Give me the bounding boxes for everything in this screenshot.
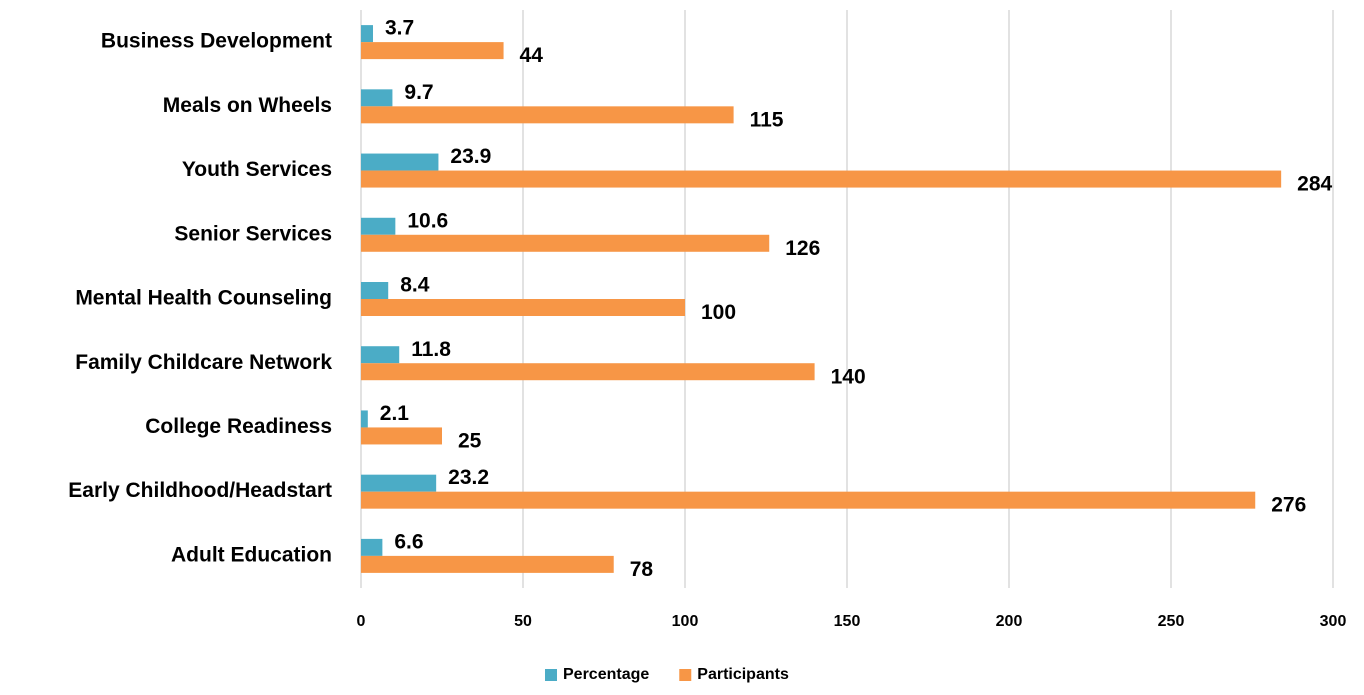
y-tick-label: Youth Services: [182, 158, 332, 181]
bar: [361, 170, 1282, 188]
bar: [361, 282, 389, 299]
data-label: 10.6: [407, 209, 448, 232]
x-tick-label: 250: [1158, 613, 1185, 630]
legend-swatch: [545, 669, 557, 681]
bar: [361, 538, 383, 556]
bar: [361, 25, 373, 43]
x-tick-label: 0: [357, 613, 366, 630]
data-label: 126: [785, 237, 820, 260]
bar: [361, 299, 685, 316]
data-label: 44: [520, 44, 544, 67]
data-label: 2.1: [380, 402, 410, 425]
x-tick-label: 150: [834, 613, 861, 630]
x-tick-label: 300: [1320, 613, 1347, 630]
data-label: 276: [1271, 494, 1306, 517]
x-tick-label: 50: [514, 613, 532, 630]
data-label: 284: [1297, 173, 1332, 196]
bar: [361, 89, 393, 107]
y-tick-label: Early Childhood/Headstart: [68, 479, 332, 502]
y-tick-label: Meals on Wheels: [163, 94, 332, 117]
bar: [361, 217, 396, 235]
bar: [361, 363, 815, 381]
bar: [361, 491, 1256, 509]
bar: [361, 346, 400, 364]
bar: [361, 153, 439, 171]
data-label: 3.7: [385, 17, 414, 40]
data-label: 23.9: [450, 145, 491, 168]
y-tick-label: Family Childcare Network: [75, 351, 332, 374]
y-tick-label: Adult Education: [171, 543, 332, 566]
bar: [361, 106, 734, 124]
y-tick-label: Business Development: [101, 30, 332, 53]
x-tick-label: 100: [672, 613, 699, 630]
data-label: 6.6: [394, 530, 423, 553]
bar: [361, 555, 614, 573]
bar: [361, 410, 368, 428]
data-label: 8.4: [400, 274, 430, 297]
data-label: 100: [701, 301, 736, 324]
data-label: 25: [458, 429, 482, 452]
data-label: 23.2: [448, 466, 489, 489]
bar: [361, 42, 504, 60]
legend-swatch: [679, 669, 692, 681]
y-tick-label: College Readiness: [145, 415, 332, 438]
y-tick-label: Senior Services: [174, 222, 332, 245]
data-label: 9.7: [404, 81, 433, 104]
data-label: 140: [831, 365, 866, 388]
bar: [361, 474, 437, 492]
x-tick-label: 200: [996, 613, 1023, 630]
data-label: 11.8: [411, 338, 451, 361]
bar: [361, 234, 770, 252]
legend-label: Percentage: [563, 666, 649, 683]
bar: [361, 427, 442, 445]
data-label: 115: [750, 108, 784, 131]
data-label: 78: [630, 558, 654, 581]
y-tick-label: Mental Health Counseling: [75, 287, 332, 310]
legend-label: Participants: [697, 666, 789, 683]
